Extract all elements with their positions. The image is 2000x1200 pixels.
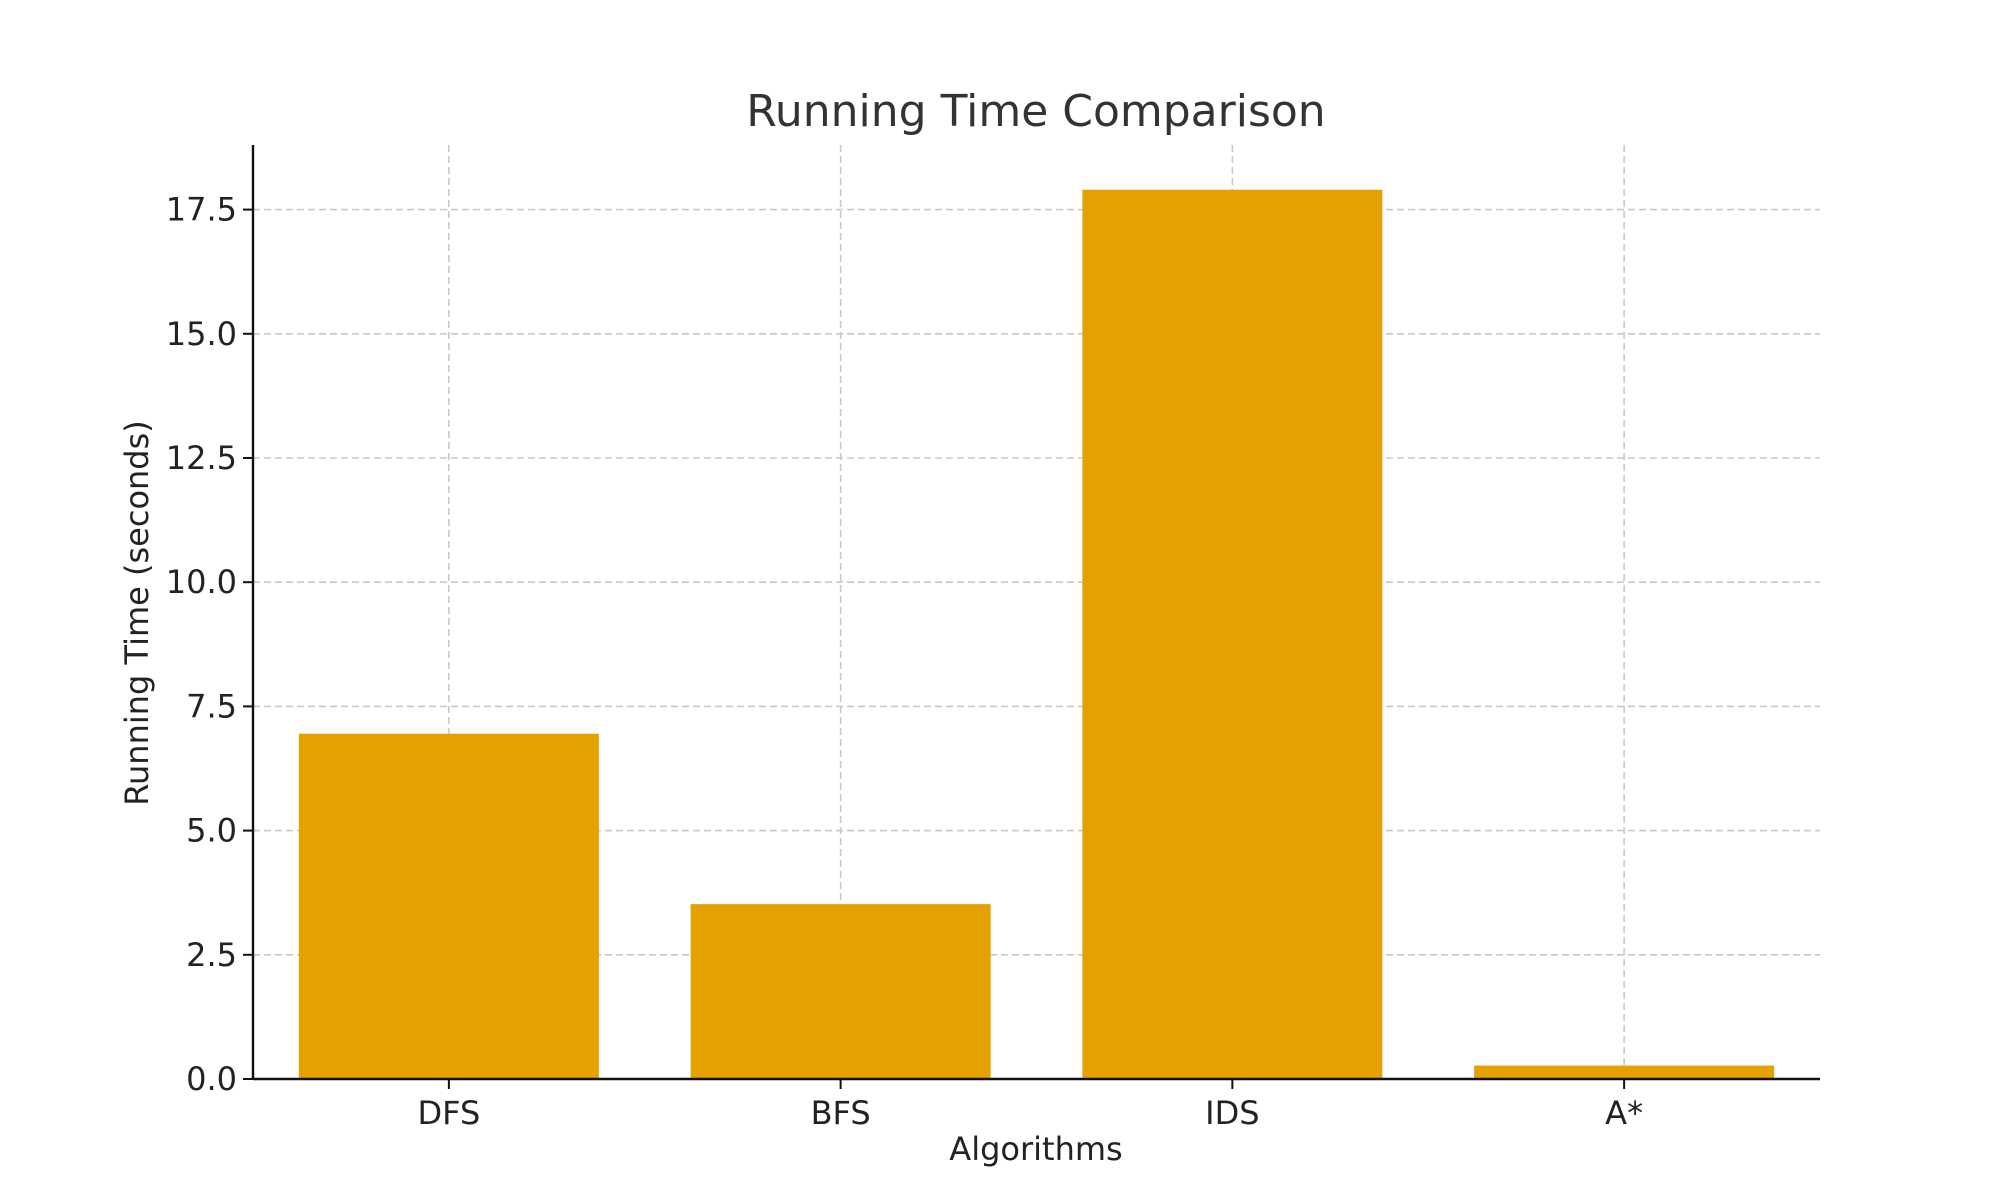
bar-dfs [298, 733, 599, 1079]
bars-group [298, 189, 1775, 1079]
y-tick-label-6: 15.0 [166, 315, 237, 353]
x-tick-label-0: DFS [417, 1094, 480, 1132]
y-tick-label-1: 2.5 [186, 936, 237, 974]
x-tick-label-3: A* [1605, 1094, 1643, 1132]
y-tick-label-7: 17.5 [166, 191, 237, 229]
x-axis-ticks: DFS BFS IDS A* [417, 1079, 1643, 1132]
x-axis-label: Algorithms [949, 1130, 1122, 1168]
x-tick-label-2: IDS [1205, 1094, 1259, 1132]
y-axis-ticks: 0.0 2.5 5.0 7.5 10.0 12.5 15.0 17.5 [166, 191, 253, 1098]
axes-group [251, 145, 1820, 1081]
y-axis-label: Running Time (seconds) [118, 420, 156, 806]
bar-ids [1082, 189, 1383, 1079]
y-tick-label-5: 12.5 [166, 439, 237, 477]
y-tick-label-4: 10.0 [166, 563, 237, 601]
x-tick-label-1: BFS [811, 1094, 871, 1132]
chart-title: Running Time Comparison [746, 86, 1325, 137]
bar-bfs [690, 904, 991, 1079]
y-tick-label-3: 7.5 [186, 687, 237, 725]
y-tick-label-0: 0.0 [186, 1060, 237, 1098]
bar-astar [1474, 1065, 1775, 1079]
y-tick-label-2: 5.0 [186, 812, 237, 850]
